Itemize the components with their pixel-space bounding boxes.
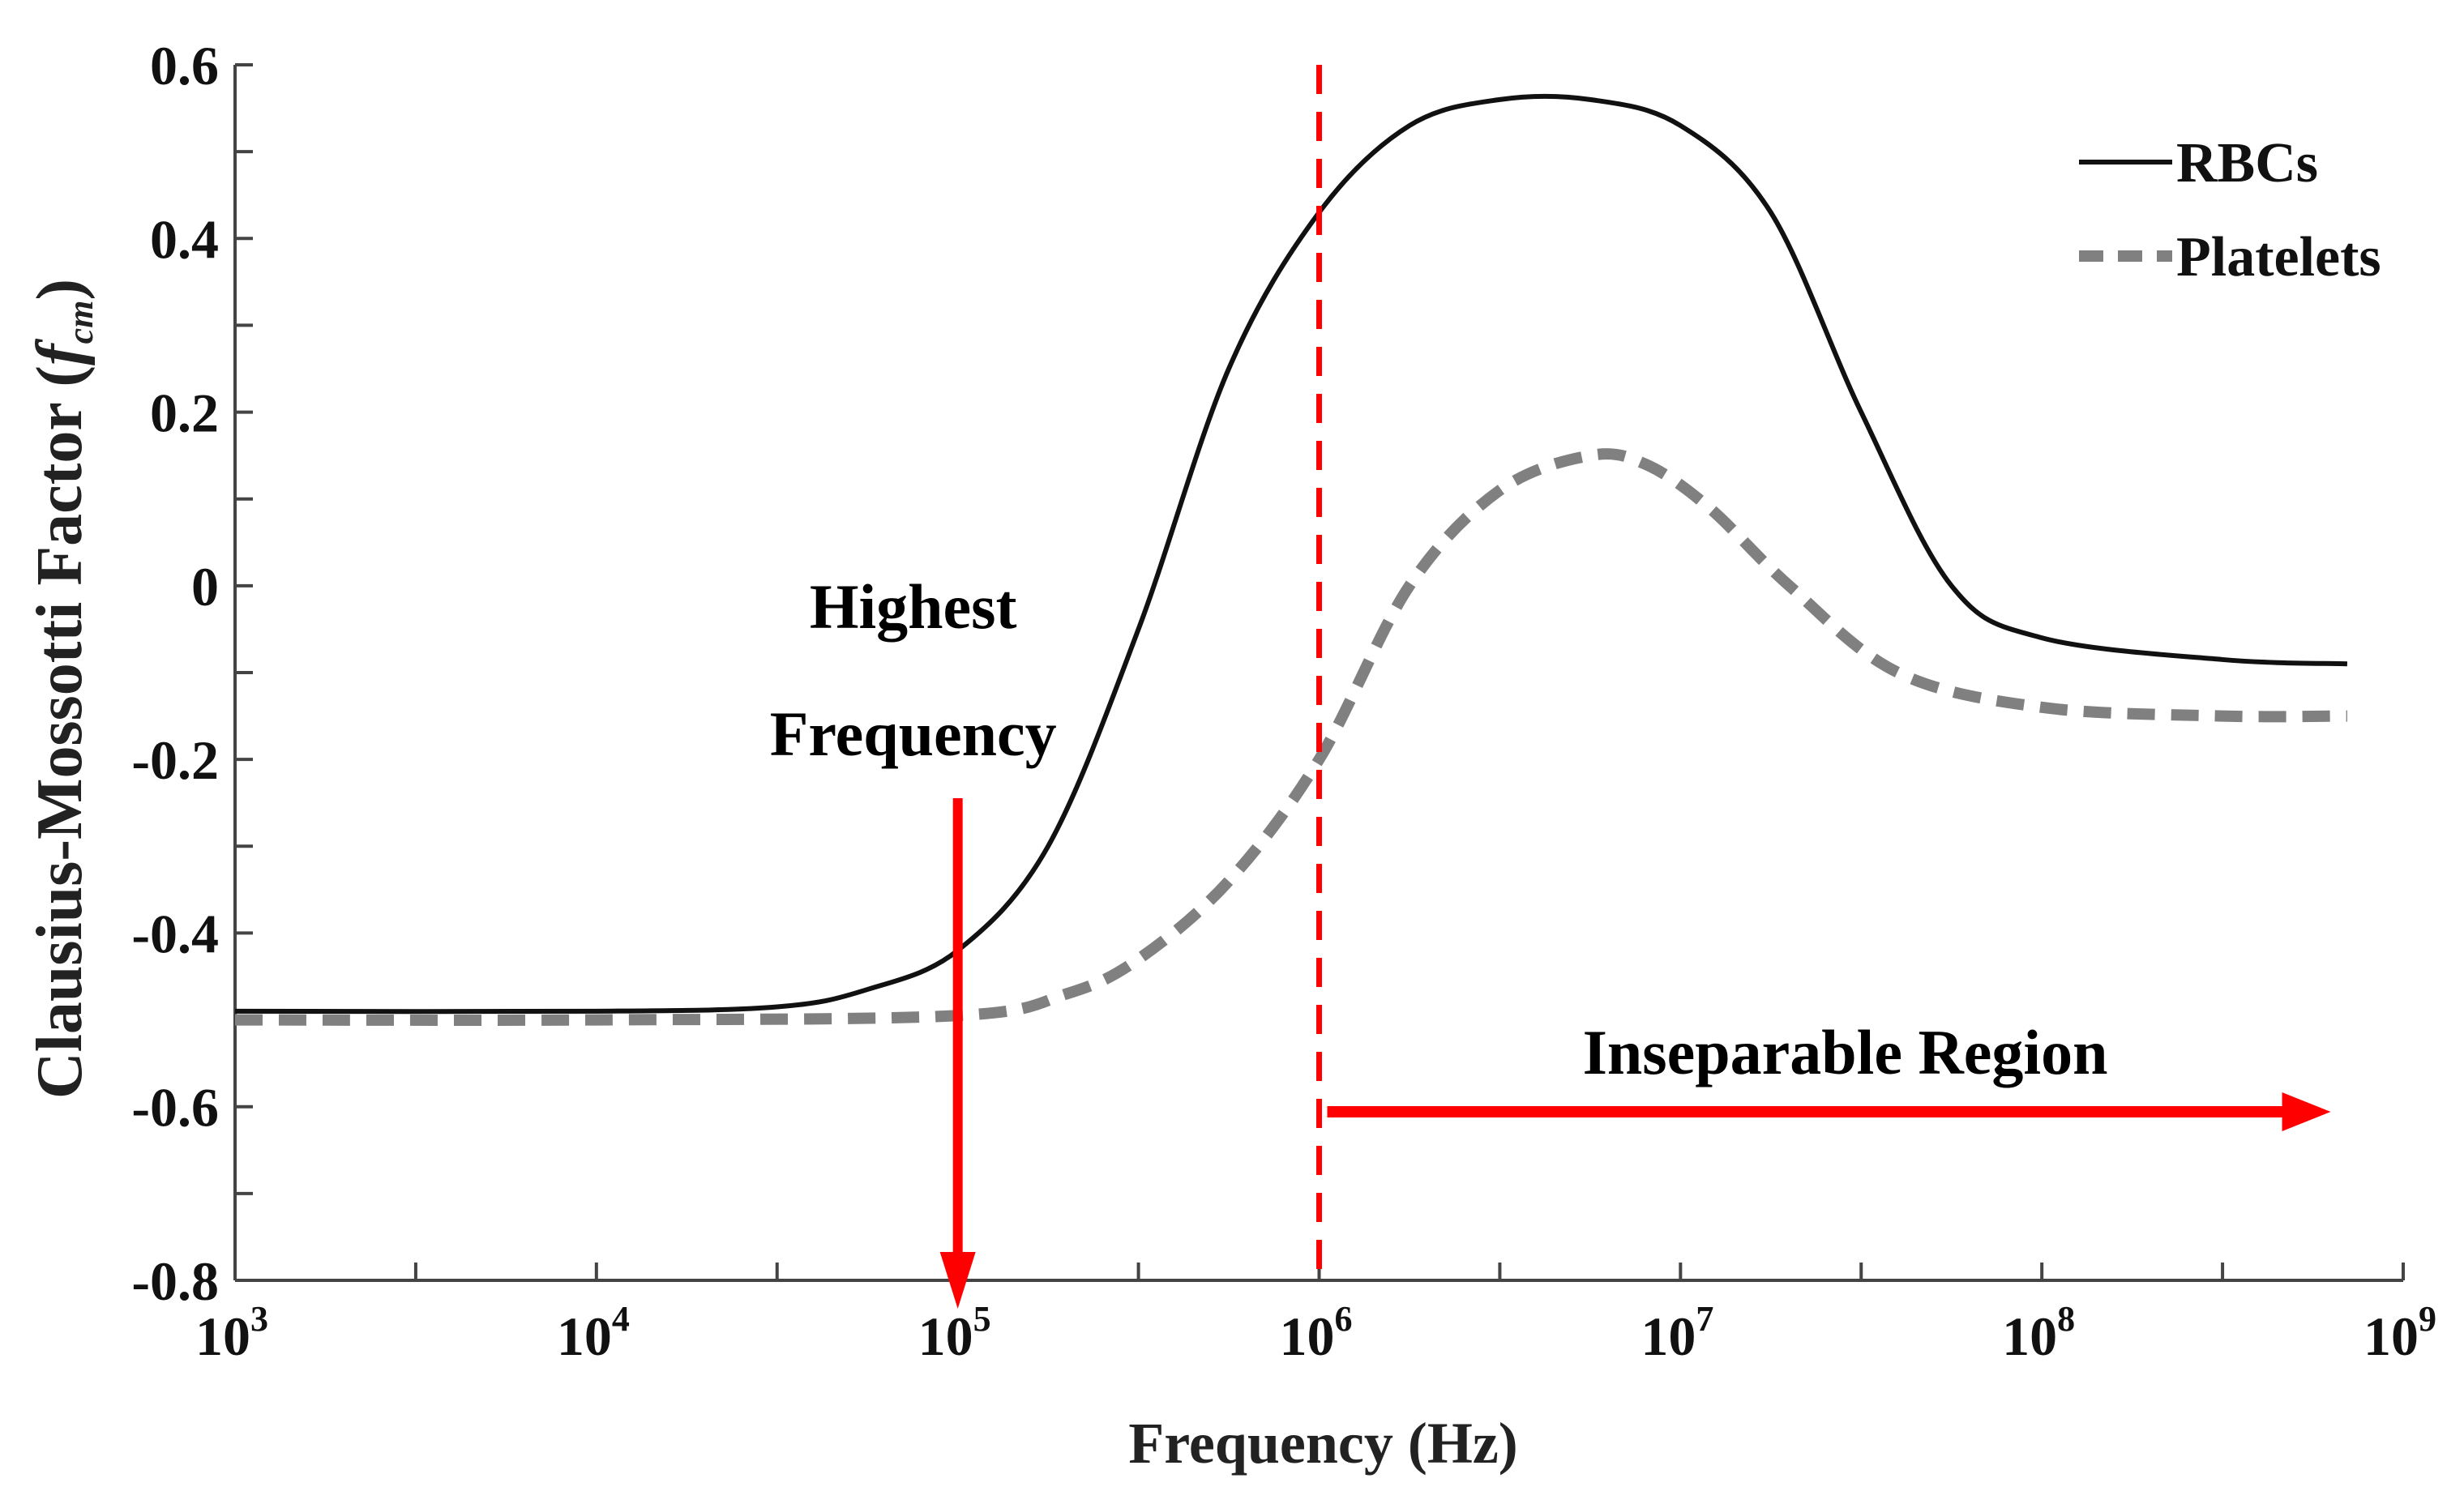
y-tick-label: 0.4 — [150, 208, 219, 270]
x-tick-label-exponent: 4 — [612, 1299, 630, 1339]
x-tick-label-base: 10 — [2002, 1305, 2057, 1367]
y-ticks: 0.6 0.4 0.2 0 -0.2 -0.4 -0.6 -0.8 — [131, 35, 253, 1312]
x-tick-label-exponent: 3 — [250, 1299, 268, 1339]
annotation-inseparable-region: Inseparable Region — [1583, 1017, 2108, 1087]
annotations — [939, 65, 2331, 1309]
annotation-highest-line2: Frequency — [770, 699, 1057, 769]
y-axis-title-close: ) — [24, 279, 96, 301]
inseparable-arrow-head — [2282, 1092, 2331, 1131]
x-tick-label-base: 10 — [1280, 1305, 1335, 1367]
x-tick-label-base: 10 — [195, 1305, 250, 1367]
y-axis-title-main: Clausius-Mossotti Factor ( — [24, 365, 96, 1099]
series — [234, 93, 2348, 1026]
x-tick-label: 109 — [2363, 1299, 2436, 1367]
x-tick-label: 106 — [1280, 1299, 1353, 1367]
x-ticks: 103 104 105 106 107 108 109 — [195, 1263, 2436, 1367]
y-tick-label: 0.6 — [150, 35, 219, 96]
x-tick-label: 104 — [557, 1299, 630, 1367]
x-tick-label: 103 — [195, 1299, 268, 1367]
x-tick-label-base: 10 — [918, 1305, 973, 1367]
legend-label-rbcs: RBCs — [2176, 132, 2318, 194]
x-tick-label-base: 10 — [557, 1305, 612, 1367]
series-line-rbcs — [234, 93, 2348, 1015]
x-tick-label-exponent: 9 — [2419, 1299, 2436, 1339]
y-tick-label: 0 — [191, 556, 219, 617]
y-axis-title: Clausius-Mossotti Factor (fcm) — [24, 279, 101, 1099]
y-tick-label: -0.8 — [131, 1250, 219, 1312]
legend: RBCs Platelets — [2079, 132, 2381, 288]
series-line-platelets — [234, 448, 2347, 1026]
x-tick-label-exponent: 5 — [973, 1299, 991, 1339]
x-tick-label: 108 — [2002, 1299, 2075, 1367]
legend-label-platelets: Platelets — [2176, 226, 2381, 288]
annotation-highest-line1: Highest — [810, 571, 1017, 642]
x-tick-label-base: 10 — [1641, 1305, 1696, 1367]
x-axis-title: Frequency (Hz) — [1128, 1411, 1518, 1476]
x-tick-label-exponent: 8 — [2057, 1299, 2075, 1339]
y-axis-title-subscript: cm — [61, 301, 101, 344]
axes — [233, 65, 2403, 1282]
highest-frequency-arrow-head — [939, 1252, 976, 1309]
x-tick-label: 107 — [1641, 1299, 1713, 1367]
y-tick-label: -0.6 — [131, 1077, 219, 1139]
y-tick-label: 0.2 — [150, 382, 219, 444]
x-tick-label: 105 — [918, 1299, 991, 1367]
x-tick-label-exponent: 7 — [1696, 1299, 1713, 1339]
x-tick-label-base: 10 — [2363, 1305, 2419, 1367]
y-tick-label: -0.4 — [131, 903, 219, 964]
x-tick-label-exponent: 6 — [1335, 1299, 1353, 1339]
y-tick-label: -0.2 — [131, 729, 219, 791]
